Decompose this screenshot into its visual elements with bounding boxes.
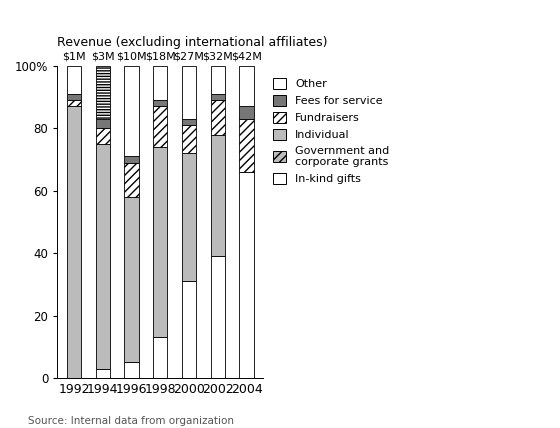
Bar (124, 163, 139, 197)
Text: $32M: $32M (202, 51, 233, 61)
Legend: Other, Fees for service, Fundraisers, Individual, Government and
corporate grant: Other, Fees for service, Fundraisers, In… (273, 77, 389, 184)
Bar (182, 125, 196, 153)
Bar (182, 66, 196, 119)
Bar (153, 337, 167, 378)
Bar (239, 172, 254, 378)
Bar (124, 363, 139, 378)
Text: $18M: $18M (145, 51, 176, 61)
Bar (211, 134, 225, 256)
Bar (182, 153, 196, 281)
Bar (96, 369, 110, 378)
Text: $27M: $27M (174, 51, 204, 61)
Bar (153, 100, 167, 107)
Bar (211, 94, 225, 100)
Bar (124, 66, 139, 156)
Bar (67, 107, 81, 378)
Bar (211, 256, 225, 378)
Bar (239, 66, 254, 107)
Bar (182, 119, 196, 125)
Text: $42M: $42M (231, 51, 262, 61)
Bar (96, 144, 110, 369)
Bar (96, 128, 110, 144)
Bar (96, 66, 110, 119)
Bar (153, 107, 167, 147)
Text: $10M: $10M (116, 51, 147, 61)
Bar (124, 156, 139, 163)
Bar (182, 281, 196, 378)
Text: Revenue (excluding international affiliates): Revenue (excluding international affilia… (58, 36, 328, 49)
Bar (153, 147, 167, 337)
Bar (96, 119, 110, 128)
Bar (239, 107, 254, 119)
Bar (239, 119, 254, 172)
Text: $3M: $3M (91, 51, 115, 61)
Bar (67, 100, 81, 107)
Bar (211, 100, 225, 134)
Bar (153, 66, 167, 100)
Bar (67, 94, 81, 100)
Bar (211, 66, 225, 94)
Text: Source: Internal data from organization: Source: Internal data from organization (28, 416, 234, 426)
Text: $1M: $1M (62, 51, 86, 61)
Bar (124, 197, 139, 363)
Bar (67, 66, 81, 94)
